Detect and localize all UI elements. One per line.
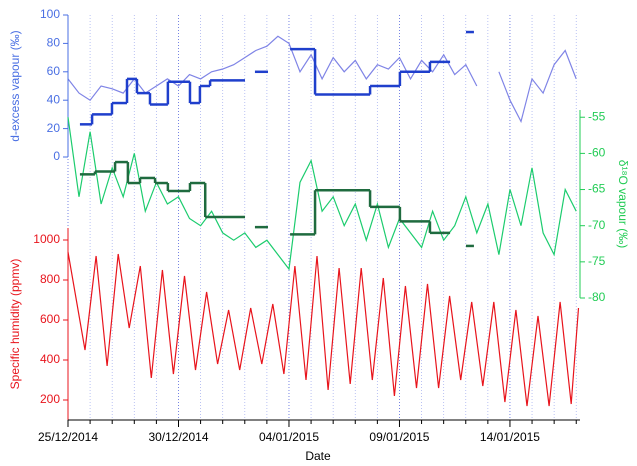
y-tick-label: 200: [40, 392, 60, 406]
y-tick-label: -55: [588, 109, 606, 123]
data-line: [67, 35, 478, 102]
y-tick-label: -75: [588, 254, 606, 268]
y-tick-label: 20: [47, 121, 61, 135]
y-tick-label: -60: [588, 146, 606, 160]
y-tick-label: 800: [40, 272, 60, 286]
y-axis-label: d-excess vapour (‰): [8, 30, 22, 141]
y-tick-label: 100: [40, 7, 60, 21]
x-tick-label: 25/12/2014: [38, 430, 98, 444]
y-tick-label: 400: [40, 352, 60, 366]
x-tick-label: 30/12/2014: [148, 430, 208, 444]
y-axis-label: δ¹⁸O vapour (‰): [616, 160, 630, 248]
y-tick-label: 60: [47, 64, 61, 78]
data-line: [498, 49, 577, 124]
y-tick-label: -80: [588, 290, 606, 304]
y-tick-label: 40: [47, 92, 61, 106]
data-line: [67, 117, 577, 271]
x-tick-label: 04/01/2015: [259, 430, 319, 444]
x-axis-label: Date: [305, 449, 331, 463]
x-tick-label: 09/01/2015: [369, 430, 429, 444]
y-tick-label: -70: [588, 218, 606, 232]
y-axis-label: Specific humidity (ppmv): [8, 259, 22, 390]
data-line: [67, 251, 580, 407]
y-tick-label: 600: [40, 312, 60, 326]
y-tick-label: 1000: [33, 232, 60, 246]
y-tick-label: -65: [588, 182, 606, 196]
x-tick-label: 14/01/2015: [480, 430, 540, 444]
y-tick-label: 80: [47, 36, 61, 50]
y-tick-label: 0: [53, 149, 60, 163]
